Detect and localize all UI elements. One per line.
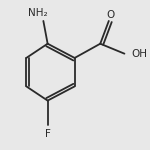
Text: NH₂: NH₂ bbox=[28, 8, 48, 18]
Text: F: F bbox=[45, 129, 51, 139]
Text: OH: OH bbox=[132, 49, 148, 59]
Text: O: O bbox=[106, 10, 114, 20]
